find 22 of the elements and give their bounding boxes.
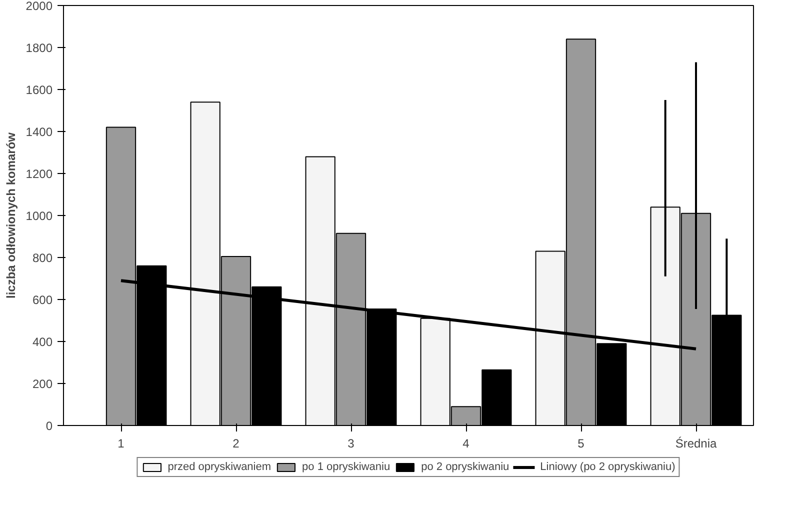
y-tick-label: 800: [32, 251, 53, 265]
x-tick-label: 4: [462, 436, 470, 450]
y-tick-label: 2000: [26, 0, 53, 13]
x-tick-label: Średnia: [675, 436, 718, 450]
y-tick-label: 1200: [26, 167, 53, 181]
y-tick-label: 200: [32, 377, 53, 391]
y-tick-label: 1800: [26, 41, 53, 55]
y-tick-label: 0: [46, 419, 53, 433]
legend-label: Liniowy (po 2 opryskiwaniu): [540, 461, 676, 473]
y-tick-label: 600: [32, 293, 53, 307]
y-tick-label: 400: [32, 335, 53, 349]
y-tick-label: 1400: [26, 125, 53, 139]
x-tick-label: 5: [578, 436, 585, 450]
x-tick-label: 3: [348, 436, 355, 450]
legend-label: po 1 opryskiwaniu: [302, 461, 390, 473]
legend-label: przed opryskiwaniem: [168, 461, 272, 473]
x-tick-label: 1: [118, 436, 125, 450]
y-tick-label: 1000: [26, 209, 53, 223]
y-tick-label: 1600: [26, 83, 53, 97]
y-axis-title: liczba odłowionych komarów: [4, 132, 18, 299]
legend-label: po 2 opryskiwaniu: [421, 461, 510, 473]
x-tick-label: 2: [232, 436, 240, 450]
